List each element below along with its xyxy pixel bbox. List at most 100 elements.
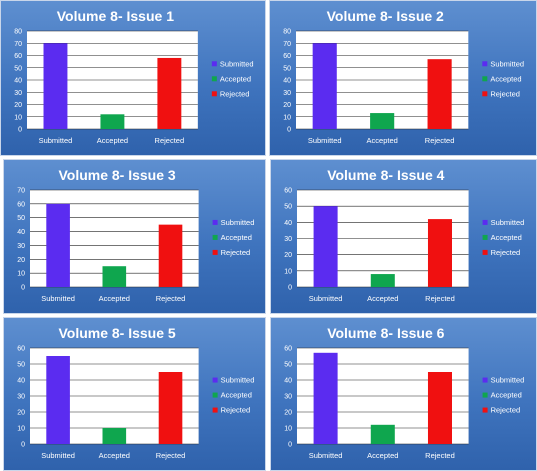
bar-accepted bbox=[370, 113, 395, 129]
legend-label: Accepted bbox=[220, 74, 251, 83]
y-tick-label: 40 bbox=[283, 78, 291, 85]
legend-label: Submitted bbox=[490, 59, 524, 68]
y-tick-label: 10 bbox=[17, 271, 25, 278]
x-tick-label: Rejected bbox=[425, 451, 455, 460]
legend-label: Rejected bbox=[221, 406, 251, 415]
x-tick-label: Rejected bbox=[425, 294, 455, 303]
legend-swatch bbox=[212, 234, 218, 240]
y-tick-label: 10 bbox=[17, 426, 25, 433]
y-tick-label: 50 bbox=[283, 65, 291, 72]
legend-label: Accepted bbox=[491, 233, 522, 242]
legend-swatch bbox=[212, 377, 218, 383]
y-tick-label: 20 bbox=[284, 410, 292, 417]
y-tick-label: 10 bbox=[284, 268, 292, 275]
y-tick-label: 10 bbox=[284, 426, 292, 433]
legend-swatch bbox=[482, 407, 488, 413]
y-tick-label: 0 bbox=[18, 127, 22, 134]
y-tick-label: 40 bbox=[14, 78, 22, 85]
chart-svg: Volume 8- Issue 2 0 10 20 30 40 50 60 70 80 Submit… bbox=[283, 8, 524, 145]
bar-submitted bbox=[43, 43, 68, 129]
chart-title: Volume 8- Issue 5 bbox=[58, 325, 175, 341]
y-tick-label: 0 bbox=[287, 127, 291, 134]
bar-accepted bbox=[102, 266, 127, 287]
chart-title: Volume 8- Issue 3 bbox=[58, 167, 175, 183]
bar-rejected bbox=[158, 224, 183, 287]
y-tick-label: 60 bbox=[283, 53, 291, 60]
x-tick-label: Accepted bbox=[367, 136, 398, 145]
legend-label: Accepted bbox=[221, 233, 252, 242]
legend-label: Submitted bbox=[221, 218, 255, 227]
bar-rejected bbox=[427, 59, 452, 129]
legend-label: Submitted bbox=[491, 376, 525, 385]
y-tick-label: 60 bbox=[14, 53, 22, 60]
chart-title: Volume 8- Issue 6 bbox=[327, 325, 444, 341]
y-tick-label: 40 bbox=[284, 220, 292, 227]
bar-accepted bbox=[100, 114, 125, 129]
chart-panel-2: Volume 8- Issue 2 0 10 20 30 40 50 60 70 80 Submit… bbox=[269, 0, 537, 156]
x-tick-label: Accepted bbox=[99, 294, 130, 303]
legend-swatch bbox=[211, 61, 217, 67]
chart-svg: Volume 8- Issue 1 0 10 20 30 40 50 60 70 80 Submit… bbox=[14, 8, 253, 145]
legend-swatch bbox=[482, 377, 488, 383]
y-tick-label: 50 bbox=[14, 65, 22, 72]
y-tick-label: 20 bbox=[17, 257, 25, 264]
chart-svg: Volume 8- Issue 5 0 10 20 30 40 50 60 Submitted A… bbox=[17, 325, 254, 460]
chart-title: Volume 8- Issue 1 bbox=[57, 8, 174, 24]
chart-panel-3: Volume 8- Issue 3 0 10 20 30 40 50 60 70 Submitte… bbox=[3, 159, 266, 314]
y-tick-label: 70 bbox=[14, 41, 22, 48]
x-tick-label: Accepted bbox=[367, 451, 398, 460]
legend-swatch bbox=[482, 61, 488, 67]
legend-label: Accepted bbox=[221, 391, 252, 400]
y-tick-label: 80 bbox=[14, 29, 22, 36]
legend-swatch bbox=[211, 91, 217, 97]
chart-svg: Volume 8- Issue 3 0 10 20 30 40 50 60 70 Submitte… bbox=[17, 167, 255, 303]
y-tick-label: 20 bbox=[17, 410, 25, 417]
bar-accepted bbox=[370, 424, 395, 444]
x-tick-label: Submitted bbox=[309, 451, 343, 460]
legend-swatch bbox=[482, 91, 488, 97]
chart-svg: Volume 8- Issue 6 0 10 20 30 40 50 60 Submitted A… bbox=[284, 325, 525, 460]
legend-swatch bbox=[211, 76, 217, 82]
bar-rejected bbox=[427, 219, 452, 287]
legend-swatch bbox=[482, 249, 488, 255]
y-tick-label: 30 bbox=[17, 394, 25, 401]
bar-submitted bbox=[313, 352, 338, 444]
legend-swatch bbox=[482, 76, 488, 82]
y-tick-label: 70 bbox=[283, 41, 291, 48]
x-tick-label: Submitted bbox=[309, 294, 343, 303]
y-tick-label: 0 bbox=[21, 285, 25, 292]
legend-label: Accepted bbox=[490, 74, 521, 83]
legend-swatch bbox=[482, 234, 488, 240]
y-tick-label: 30 bbox=[14, 90, 22, 97]
y-tick-label: 60 bbox=[17, 346, 25, 353]
x-tick-label: Accepted bbox=[97, 136, 128, 145]
y-tick-label: 80 bbox=[283, 29, 291, 36]
x-tick-label: Submitted bbox=[39, 136, 73, 145]
bar-rejected bbox=[157, 57, 182, 130]
y-tick-label: 40 bbox=[17, 378, 25, 385]
chart-panel-5: Volume 8- Issue 5 0 10 20 30 40 50 60 Submitted A… bbox=[3, 317, 266, 471]
legend-swatch bbox=[212, 249, 218, 255]
bar-submitted bbox=[313, 206, 338, 287]
y-tick-label: 30 bbox=[284, 236, 292, 243]
x-tick-label: Accepted bbox=[99, 451, 130, 460]
y-tick-label: 0 bbox=[21, 442, 25, 449]
x-tick-label: Submitted bbox=[41, 294, 75, 303]
y-tick-label: 0 bbox=[288, 285, 292, 292]
y-tick-label: 40 bbox=[284, 378, 292, 385]
x-tick-label: Submitted bbox=[41, 451, 75, 460]
x-tick-label: Rejected bbox=[155, 136, 185, 145]
y-tick-label: 50 bbox=[284, 204, 292, 211]
y-tick-label: 50 bbox=[17, 362, 25, 369]
chart-title: Volume 8- Issue 4 bbox=[327, 167, 444, 183]
y-tick-label: 60 bbox=[17, 201, 25, 208]
y-tick-label: 20 bbox=[284, 252, 292, 259]
legend-label: Rejected bbox=[221, 248, 251, 257]
bar-accepted bbox=[102, 428, 127, 444]
y-tick-label: 50 bbox=[284, 362, 292, 369]
bar-submitted bbox=[312, 43, 337, 129]
bar-submitted bbox=[46, 203, 70, 287]
y-tick-label: 70 bbox=[17, 188, 25, 195]
bar-accepted bbox=[370, 274, 395, 287]
legend-label: Accepted bbox=[491, 391, 522, 400]
